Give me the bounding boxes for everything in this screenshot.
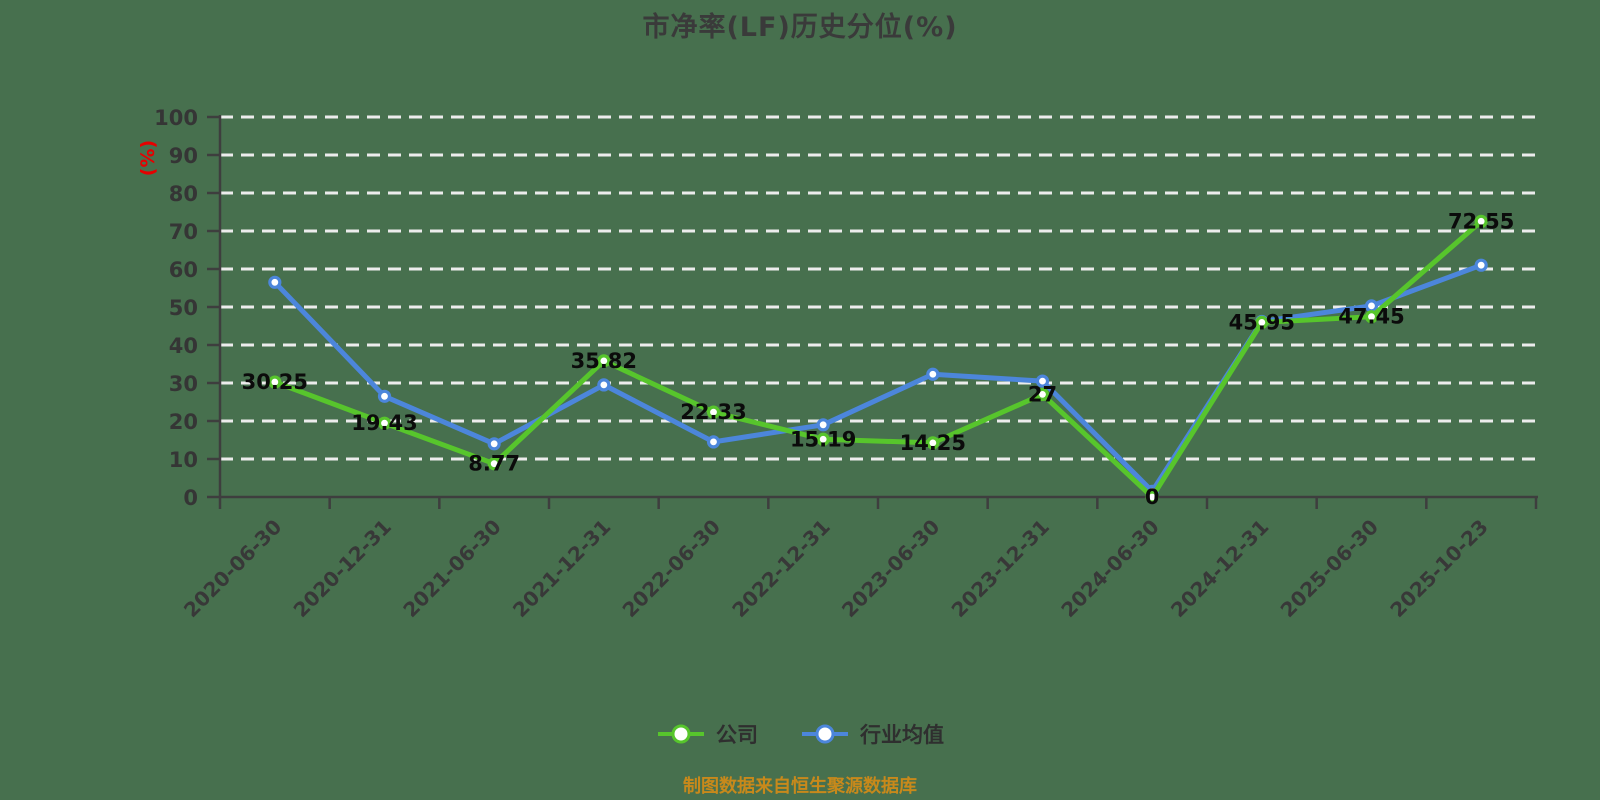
y-axis-tick-label: 80 (169, 182, 198, 206)
company-data-point[interactable] (1255, 315, 1269, 329)
company-point-label: 15.19 (790, 427, 856, 451)
company-series-icon (658, 724, 704, 744)
company-point-label: 0 (1145, 485, 1160, 509)
company-data-point[interactable] (487, 457, 501, 471)
company-point-label: 27 (1028, 382, 1057, 406)
legend: 公司 行业均值 (0, 719, 1600, 749)
industry-data-point[interactable] (816, 418, 830, 432)
industry-data-point[interactable] (487, 437, 501, 451)
company-point-label: 8.77 (468, 452, 520, 476)
data-source-note: 制图数据来自恒生聚源数据库 (683, 776, 917, 797)
legend-label-industry: 行业均值 (860, 723, 944, 747)
company-point-label: 19.43 (351, 411, 417, 435)
company-data-point[interactable] (816, 432, 830, 446)
x-axis-tick-label: 2021-12-31 (508, 515, 615, 622)
company-data-point[interactable] (1364, 310, 1379, 324)
company-point-label: 30.25 (242, 370, 308, 394)
company-data-point[interactable] (926, 436, 940, 450)
company-point-label: 22.33 (680, 400, 746, 424)
company-data-point[interactable] (1145, 490, 1159, 504)
x-axis-tick-label: 2024-12-31 (1166, 515, 1273, 622)
y-axis-tick-label: 100 (154, 106, 198, 130)
industry-data-point[interactable] (597, 378, 611, 392)
x-axis-tick-label: 2023-06-30 (837, 515, 944, 622)
company-point-label: 45.95 (1229, 310, 1295, 334)
y-axis-tick-label: 10 (169, 448, 198, 472)
company-data-point[interactable] (1035, 387, 1050, 401)
industry-series-icon (802, 724, 848, 744)
company-point-label: 47.45 (1338, 305, 1404, 329)
company-point-label: 72.55 (1448, 209, 1514, 233)
industry-data-point[interactable] (377, 389, 392, 403)
y-axis-unit-label: (%) (137, 140, 159, 176)
page-title: 市净率(LF)历史分位(%) (642, 12, 958, 43)
x-axis-tick-label: 2020-06-30 (179, 515, 286, 622)
x-axis-tick-label: 2021-06-30 (398, 515, 505, 622)
y-axis-tick-label: 20 (169, 410, 198, 434)
legend-item-industry[interactable]: 行业均值 (800, 719, 944, 749)
y-axis-tick-label: 90 (169, 144, 198, 168)
industry-data-point[interactable] (1474, 258, 1488, 272)
y-axis-tick-label: 60 (169, 258, 198, 282)
industry-data-point[interactable] (926, 367, 940, 381)
y-axis-tick-label: 40 (169, 334, 198, 358)
company-data-point[interactable] (597, 354, 611, 368)
x-axis-tick-label: 2022-06-30 (618, 515, 725, 622)
industry-data-point[interactable] (1035, 374, 1050, 388)
company-data-point[interactable] (706, 405, 721, 419)
industry-line (272, 262, 1484, 494)
legend-label-company: 公司 (716, 723, 758, 747)
company-line (272, 218, 1484, 500)
company-point-label: 14.25 (900, 431, 966, 455)
company-data-point[interactable] (268, 375, 282, 389)
x-axis-tick-label: 2020-12-31 (289, 515, 396, 622)
company-data-point[interactable] (377, 416, 392, 430)
company-point-label: 35.82 (571, 349, 637, 373)
x-axis-tick-label: 2025-06-30 (1276, 515, 1383, 622)
x-axis-tick-label: 2022-12-31 (727, 515, 834, 622)
x-axis-tick-label: 2025-10-23 (1385, 515, 1492, 622)
x-axis-tick-label: 2024-06-30 (1056, 515, 1163, 622)
y-axis-tick-label: 0 (183, 486, 198, 510)
x-axis-tick-label: 2023-12-31 (947, 515, 1054, 622)
company-data-point[interactable] (1474, 214, 1488, 228)
legend-item-company[interactable]: 公司 (656, 719, 758, 749)
industry-data-point[interactable] (706, 435, 721, 449)
industry-data-point[interactable] (268, 275, 282, 289)
y-axis-tick-label: 30 (169, 372, 198, 396)
y-axis-tick-label: 70 (169, 220, 198, 244)
y-axis-tick-label: 50 (169, 296, 198, 320)
